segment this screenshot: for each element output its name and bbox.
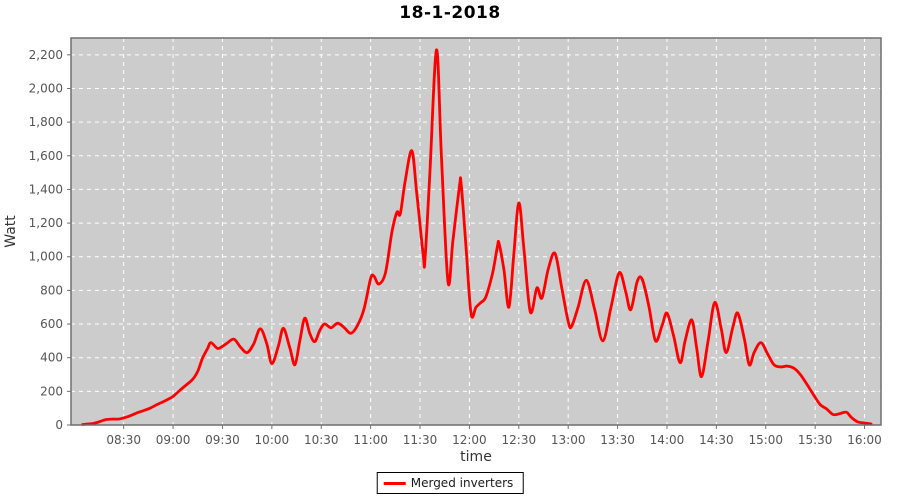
- x-tick-label: 09:30: [205, 433, 240, 447]
- x-tick-label: 14:30: [699, 433, 734, 447]
- x-tick-label: 08:30: [106, 433, 141, 447]
- y-tick-label: 1,000: [29, 250, 63, 264]
- legend-label: Merged inverters: [410, 476, 514, 490]
- x-tick-label: 13:30: [600, 433, 635, 447]
- x-tick-label: 12:30: [502, 433, 537, 447]
- plot-border: [70, 37, 882, 426]
- x-tick-label: 09:00: [156, 433, 191, 447]
- x-axis-label: time: [460, 449, 492, 465]
- chart-title: 18-1-2018: [399, 3, 501, 23]
- y-tick-label: 1,400: [29, 182, 63, 196]
- y-tick-label: 1,600: [29, 149, 63, 163]
- legend-box: Merged inverters: [376, 472, 524, 494]
- x-tick-label: 16:00: [847, 433, 882, 447]
- x-tick-label: 11:00: [353, 433, 388, 447]
- y-tick-label: 1,200: [29, 216, 63, 230]
- plot-background: [71, 38, 881, 425]
- series-line: [81, 48, 873, 426]
- y-axis-label: Watt: [3, 215, 19, 248]
- y-tick-label: 0: [55, 418, 63, 432]
- y-tick-label: 1,800: [29, 115, 63, 129]
- x-tick-label: 14:00: [650, 433, 685, 447]
- y-tick-label: 200: [40, 384, 63, 398]
- y-tick-label: 2,000: [29, 81, 63, 95]
- x-tick-label: 12:00: [452, 433, 487, 447]
- y-tick-label: 2,200: [29, 48, 63, 62]
- x-tick-label: 10:00: [255, 433, 290, 447]
- x-tick-label: 11:30: [403, 433, 438, 447]
- x-tick-label: 15:30: [798, 433, 833, 447]
- x-tick-label: 15:00: [748, 433, 783, 447]
- y-tick-label: 800: [40, 283, 63, 297]
- x-tick-label: 10:30: [304, 433, 339, 447]
- y-tick-label: 600: [40, 317, 63, 331]
- chart-canvas: 0 200 400 600 800 1,000 1,200 1,400 1,600 1,800 2,…: [3, 37, 882, 465]
- legend-line-swatch: [383, 481, 406, 485]
- y-tick-label: 400: [40, 351, 63, 365]
- x-tick-label: 13:00: [551, 433, 586, 447]
